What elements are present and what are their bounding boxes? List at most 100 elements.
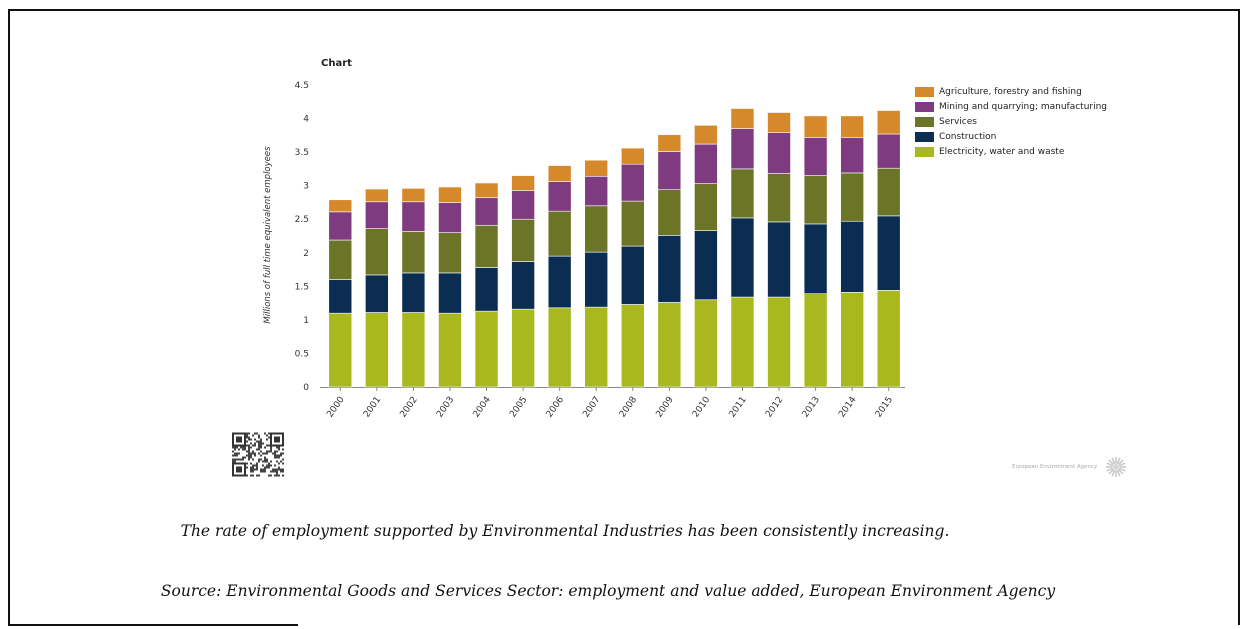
bar-segment: [474, 310, 499, 388]
bar-segment: [474, 182, 499, 199]
bar-segment: [840, 137, 864, 174]
bar-segment: [474, 267, 499, 312]
legend-item-mining[interactable]: Mining and quarrying; manufacturing: [915, 99, 1107, 114]
bar-segment: [328, 279, 353, 314]
y-tick-label: 0: [303, 383, 309, 393]
bar-segment: [401, 312, 426, 388]
bar-segment: [657, 151, 682, 190]
bar-segment: [876, 167, 901, 217]
legend-label: Agriculture, forestry and fishing: [939, 86, 1082, 97]
legend-swatch: [915, 116, 934, 127]
bar-segment: [401, 272, 426, 313]
bar-segment: [365, 312, 389, 388]
x-tick-label: 2014: [837, 395, 858, 420]
bar-segment: [730, 217, 755, 298]
legend-item-services[interactable]: Services: [915, 114, 1107, 129]
legend-swatch: [915, 86, 934, 97]
eea-logo: European Environment Agency: [1012, 456, 1129, 478]
bar-segment: [547, 210, 572, 257]
legend-label: Construction: [939, 131, 997, 142]
frame-bottom-rule: [8, 624, 298, 626]
legend-item-electricity[interactable]: Electricity, water and waste: [915, 144, 1107, 159]
bar-segment: [328, 199, 353, 213]
bar-segment: [511, 218, 535, 262]
bar-segment: [474, 197, 499, 226]
bar-segment: [730, 108, 755, 129]
bar-segment: [547, 255, 572, 309]
bar-segment: [584, 205, 609, 253]
bar-segment: [657, 235, 682, 303]
legend-item-construction[interactable]: Construction: [915, 129, 1107, 144]
bar-segment: [803, 175, 828, 225]
y-tick-label: 0.5: [295, 349, 309, 359]
bar-segment: [438, 312, 462, 388]
chart-legend: Agriculture, forestry and fishing Mining…: [915, 84, 1107, 159]
y-tick-label: 2: [303, 249, 309, 259]
bar-segment: [730, 296, 755, 388]
bar-segment: [620, 304, 645, 388]
x-tick-label: 2011: [728, 395, 749, 419]
bar-segment: [365, 274, 389, 313]
bar-segment: [547, 165, 572, 182]
bar-segment: [438, 186, 462, 203]
source-caption: Source: Environmental Goods and Services…: [160, 582, 1056, 600]
bar-segment: [730, 128, 755, 170]
bar-segment: [328, 312, 353, 388]
x-tick-label: 2001: [362, 395, 383, 419]
bar-segment: [694, 143, 718, 184]
bar-segment: [767, 221, 791, 298]
chart-caption: The rate of employment supported by Envi…: [180, 522, 950, 540]
x-tick-label: 2010: [691, 395, 712, 420]
bar-segment: [584, 159, 609, 177]
figure-frame: [8, 9, 1240, 625]
bar-segment: [657, 189, 682, 236]
bar-segment: [365, 228, 389, 276]
qr-code-icon[interactable]: [232, 432, 284, 477]
bar-segment: [620, 245, 645, 305]
y-tick-label: 4: [303, 115, 309, 125]
bar-segment: [584, 306, 609, 388]
bar-segment: [694, 183, 718, 231]
bar-segment: [547, 181, 572, 212]
y-tick-label: 3.5: [295, 148, 309, 158]
legend-label: Services: [939, 116, 977, 127]
x-tick-label: 2004: [472, 395, 493, 420]
sun-logo-icon: [1106, 457, 1127, 477]
bar-segment: [876, 290, 901, 388]
bar-segment: [767, 296, 791, 388]
x-tick-label: 2013: [801, 395, 822, 419]
bar-segment: [730, 168, 755, 219]
bar-segment: [547, 307, 572, 388]
bar-segment: [840, 172, 864, 222]
x-tick-label: 2000: [325, 395, 346, 420]
bar-segment: [694, 230, 718, 301]
legend-swatch: [915, 131, 934, 142]
legend-swatch: [915, 101, 934, 112]
eea-logo-text: European Environment Agency: [1012, 464, 1098, 470]
bar-segment: [876, 215, 901, 291]
bar-segment: [620, 200, 645, 247]
x-tick-label: 2007: [581, 395, 602, 419]
x-tick-label: 2003: [435, 395, 456, 419]
bar-segment: [584, 251, 609, 308]
y-tick-label: 1: [303, 316, 309, 326]
bar-segment: [438, 202, 462, 233]
bar-segment: [767, 112, 791, 133]
bar-segment: [401, 201, 426, 232]
x-tick-label: 2009: [654, 395, 675, 420]
bar-segment: [620, 163, 645, 202]
bar-segment: [803, 115, 828, 138]
y-tick-label: 4.5: [295, 81, 309, 91]
bar-segment: [401, 231, 426, 274]
x-tick-label: 2006: [545, 395, 566, 420]
legend-label: Mining and quarrying; manufacturing: [939, 101, 1108, 112]
bar-segment: [876, 133, 901, 169]
bar-segment: [694, 299, 718, 388]
bar-segment: [511, 190, 535, 220]
bar-segment: [840, 115, 864, 138]
bar-segment: [328, 239, 353, 280]
bar-segment: [840, 220, 864, 293]
legend-item-agriculture[interactable]: Agriculture, forestry and fishing: [915, 84, 1107, 99]
bar-segment: [328, 211, 353, 241]
